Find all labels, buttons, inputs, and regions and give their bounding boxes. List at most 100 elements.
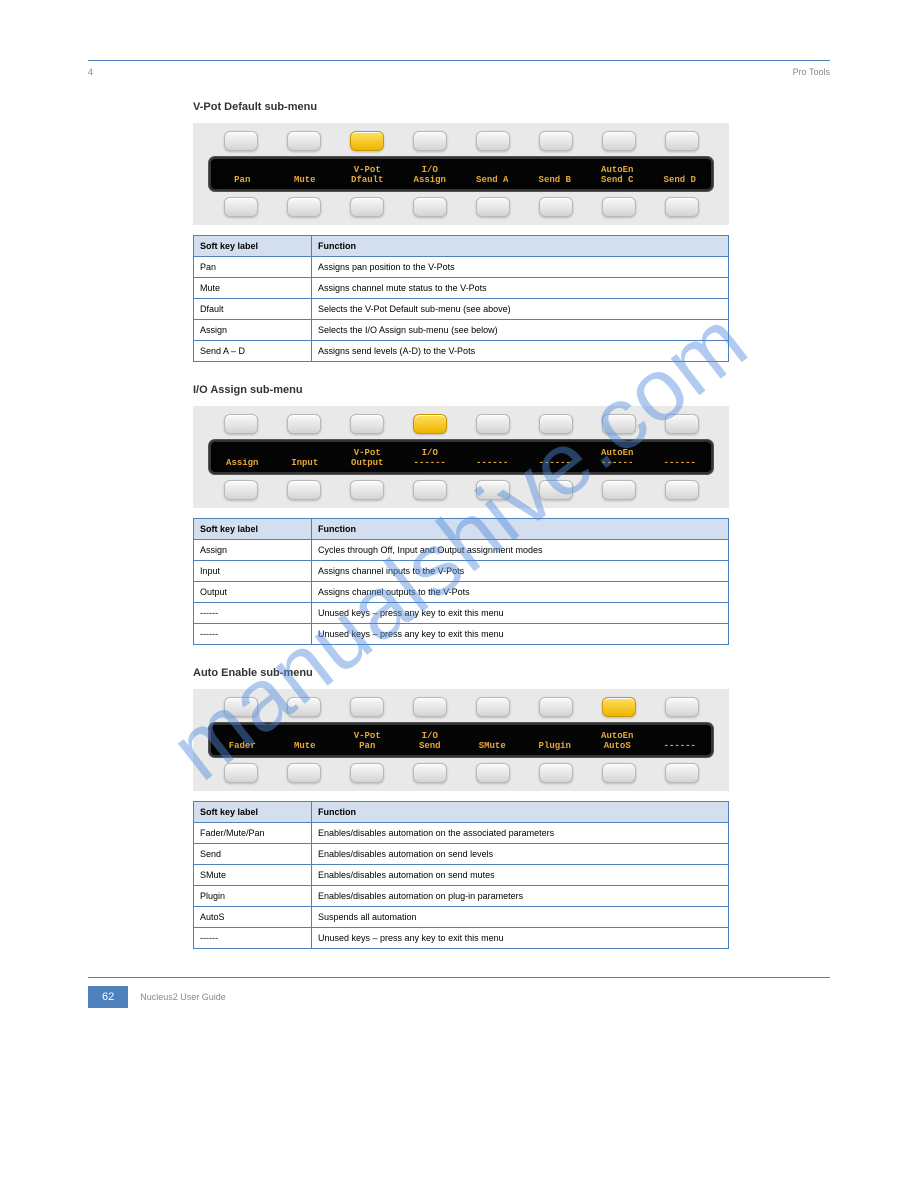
lcd-label: ------ [651, 741, 709, 751]
table-header: Soft key label [194, 802, 312, 823]
lcd-label: Send D [651, 175, 709, 185]
table-cell: Enables/disables automation on send mute… [312, 865, 729, 886]
lcd-label: AutoEn [588, 448, 646, 458]
hw-button[interactable] [350, 697, 384, 717]
lcd-label: Pan [213, 175, 271, 185]
lcd-label: V-Pot [338, 448, 396, 458]
hw-button[interactable] [602, 414, 636, 434]
header-left: 4 [88, 67, 93, 77]
table-cell: ------ [194, 603, 312, 624]
hw-button[interactable] [539, 414, 573, 434]
table-cell: Enables/disables automation on the assoc… [312, 823, 729, 844]
hw-button[interactable] [350, 763, 384, 783]
lcd-label: Plugin [526, 741, 584, 751]
table-cell: AutoS [194, 907, 312, 928]
table-row: OutputAssigns channel outputs to the V-P… [194, 582, 729, 603]
lcd-label [276, 165, 334, 175]
hw-button[interactable] [224, 480, 258, 500]
table-cell: Mute [194, 278, 312, 299]
table-cell: SMute [194, 865, 312, 886]
hw-button[interactable] [665, 131, 699, 151]
lcd-label: Send [401, 741, 459, 751]
lcd-label: I/O [401, 165, 459, 175]
hw-button[interactable] [413, 697, 447, 717]
table-row: InputAssigns channel inputs to the V-Pot… [194, 561, 729, 582]
hw-button[interactable] [413, 131, 447, 151]
hw-button[interactable] [602, 131, 636, 151]
hw-button[interactable] [224, 131, 258, 151]
table-cell: Suspends all automation [312, 907, 729, 928]
hw-button[interactable] [665, 480, 699, 500]
table-cell: Input [194, 561, 312, 582]
hw-button[interactable] [350, 480, 384, 500]
lcd-display: V-PotI/OAutoEnPanMuteDfaultAssignSend AS… [209, 157, 713, 191]
table-cell: Assign [194, 540, 312, 561]
hw-button[interactable] [665, 763, 699, 783]
hw-button[interactable] [413, 480, 447, 500]
hw-button[interactable] [350, 414, 384, 434]
lcd-label [463, 165, 521, 175]
table-row: MuteAssigns channel mute status to the V… [194, 278, 729, 299]
hw-button[interactable] [602, 197, 636, 217]
hw-button[interactable] [224, 763, 258, 783]
table-cell: Dfault [194, 299, 312, 320]
hw-button[interactable] [413, 763, 447, 783]
hw-button[interactable] [287, 763, 321, 783]
hw-button[interactable] [476, 414, 510, 434]
hw-button[interactable] [476, 763, 510, 783]
hw-button[interactable] [539, 697, 573, 717]
lcd-label: ------ [526, 458, 584, 468]
page-number: 62 [88, 986, 128, 1008]
table-header: Function [312, 236, 729, 257]
lcd-label: Send B [526, 175, 584, 185]
header-right: Pro Tools [793, 67, 830, 77]
hw-button[interactable] [287, 697, 321, 717]
hw-button[interactable] [539, 197, 573, 217]
lcd-label: AutoEn [588, 165, 646, 175]
table-row: ------Unused keys – press any key to exi… [194, 603, 729, 624]
table-row: ------Unused keys – press any key to exi… [194, 624, 729, 645]
lcd-label: I/O [401, 448, 459, 458]
table-cell: Selects the V-Pot Default sub-menu (see … [312, 299, 729, 320]
hw-button[interactable] [224, 197, 258, 217]
hw-button[interactable] [602, 480, 636, 500]
parameter-table: Soft key labelFunctionPanAssigns pan pos… [193, 235, 729, 362]
hw-button[interactable] [413, 197, 447, 217]
table-header: Function [312, 802, 729, 823]
hw-button[interactable] [350, 131, 384, 151]
hw-button[interactable] [665, 414, 699, 434]
hw-button[interactable] [539, 480, 573, 500]
hw-button[interactable] [602, 697, 636, 717]
hw-button[interactable] [476, 131, 510, 151]
lcd-label: V-Pot [338, 165, 396, 175]
hw-button[interactable] [602, 763, 636, 783]
lcd-label: Send A [463, 175, 521, 185]
hw-button[interactable] [476, 697, 510, 717]
hw-button[interactable] [476, 197, 510, 217]
lcd-label [276, 731, 334, 741]
lcd-label: V-Pot [338, 731, 396, 741]
hw-button[interactable] [413, 414, 447, 434]
lcd-label: Output [338, 458, 396, 468]
hw-button[interactable] [539, 763, 573, 783]
hw-button[interactable] [224, 414, 258, 434]
hw-button[interactable] [287, 131, 321, 151]
lcd-label: Send C [588, 175, 646, 185]
hw-button[interactable] [287, 197, 321, 217]
hw-button[interactable] [224, 697, 258, 717]
table-cell: Unused keys – press any key to exit this… [312, 603, 729, 624]
table-cell: Unused keys – press any key to exit this… [312, 624, 729, 645]
table-header: Soft key label [194, 519, 312, 540]
section-title: V-Pot Default sub-menu [193, 101, 830, 113]
hw-button[interactable] [476, 480, 510, 500]
hw-button[interactable] [539, 131, 573, 151]
table-cell: Assigns channel mute status to the V-Pot… [312, 278, 729, 299]
hw-button[interactable] [665, 197, 699, 217]
table-cell: Fader/Mute/Pan [194, 823, 312, 844]
section-title: Auto Enable sub-menu [193, 667, 830, 679]
hw-button[interactable] [665, 697, 699, 717]
hw-button[interactable] [287, 480, 321, 500]
hw-button[interactable] [287, 414, 321, 434]
hw-button[interactable] [350, 197, 384, 217]
table-cell: ------ [194, 928, 312, 949]
